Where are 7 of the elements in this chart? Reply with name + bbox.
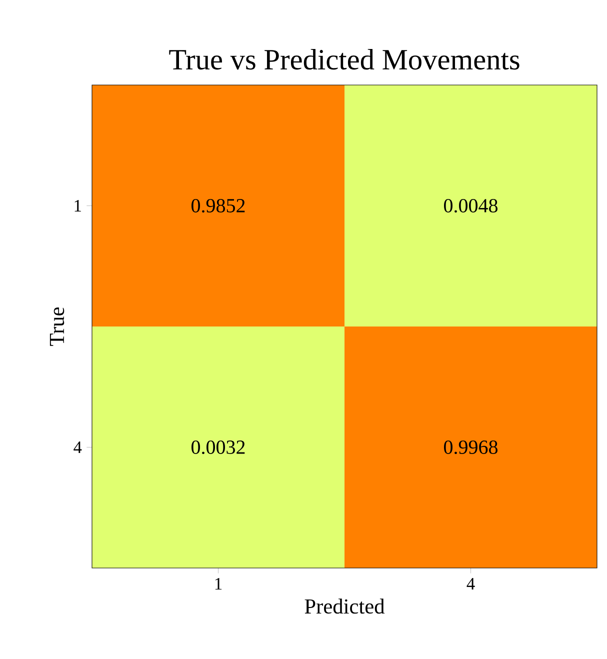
data-label: 0.0032 bbox=[192, 440, 245, 454]
y-axis-title: True bbox=[50, 307, 64, 346]
data-label: 0.9968 bbox=[444, 440, 498, 454]
data-label: 0.0048 bbox=[444, 198, 498, 213]
x-axis-title: Predicted bbox=[304, 598, 385, 614]
chart-title: True vs Predicted Movements bbox=[169, 48, 520, 70]
data-label: 0.9852 bbox=[192, 198, 245, 213]
